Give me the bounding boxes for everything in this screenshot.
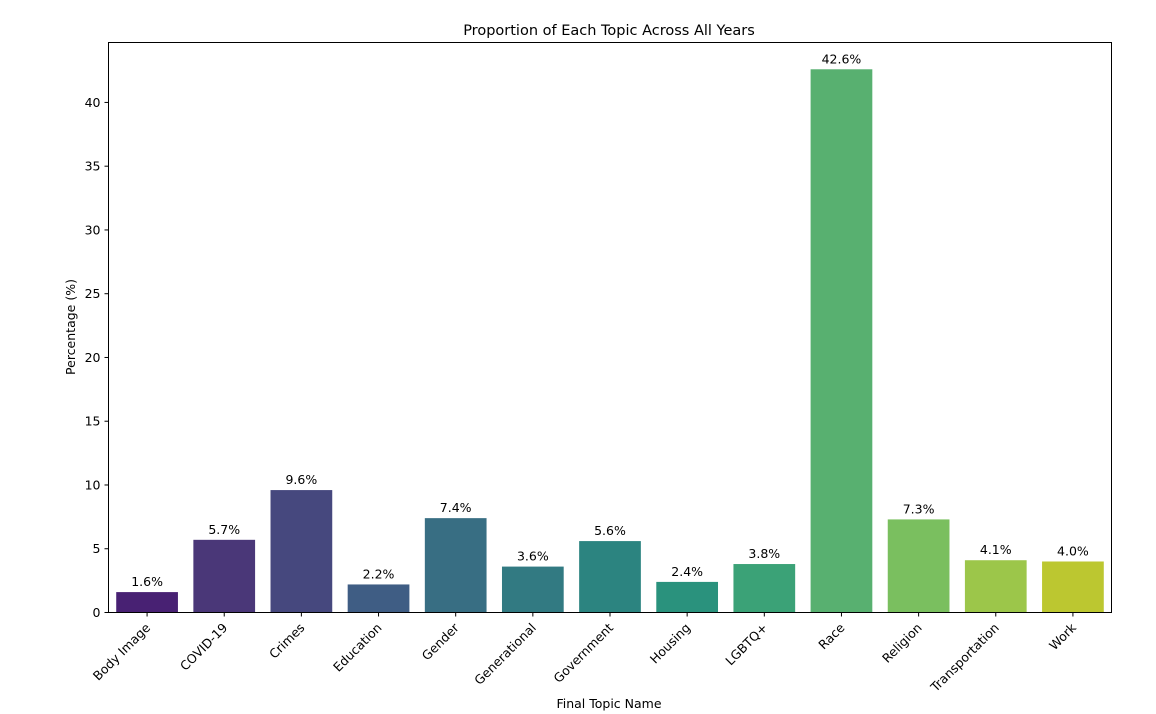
bar-value-label: 3.6%: [517, 549, 549, 564]
x-tick-label: Government: [550, 620, 616, 686]
y-tick-label: 35: [85, 159, 101, 174]
x-axis-label: Final Topic Name: [556, 696, 661, 711]
bar-body-image: [116, 592, 178, 613]
bar-crimes: [270, 490, 333, 613]
plot-frame: [108, 42, 1112, 613]
y-tick-label: 15: [85, 414, 101, 429]
y-tick-label: 30: [85, 222, 101, 237]
x-tick-label: Transportation: [927, 620, 1002, 695]
x-tick-label: COVID-19: [177, 620, 231, 674]
bar-value-label: 2.4%: [671, 564, 703, 579]
y-tick-label: 25: [85, 286, 101, 301]
bar-lgbtq: [733, 564, 796, 613]
y-axis-label: Percentage (%): [63, 279, 78, 375]
chart-title: Proportion of Each Topic Across All Year…: [463, 23, 755, 39]
bar-value-label: 3.8%: [748, 546, 780, 561]
y-tick-label: 5: [93, 541, 101, 556]
bar-covid-19: [193, 539, 256, 613]
x-tick-label: Race: [815, 620, 847, 652]
x-tick-label: Body Image: [90, 620, 154, 684]
bar-value-label: 42.6%: [822, 51, 862, 66]
bar-labels-group: 1.6% 5.7% 9.6% 2.2% 7.4% 3.6% 5.6% 2.4% 3.8% 42.6…: [131, 51, 1089, 589]
y-tick-label: 0: [93, 605, 101, 620]
bar-gender: [424, 518, 487, 613]
x-tick-label: Housing: [647, 620, 694, 667]
bar-generational: [501, 566, 564, 613]
bar-education: [347, 584, 410, 613]
bar-value-label: 5.7%: [208, 522, 240, 537]
bar-value-label: 5.6%: [594, 523, 626, 538]
bar-value-label: 4.0%: [1057, 543, 1089, 558]
bar-race: [810, 69, 873, 613]
x-tick-label: LGBTQ+: [722, 620, 770, 668]
bar-value-label: 7.4%: [440, 500, 472, 515]
bar-religion: [887, 519, 950, 613]
bar-work: [1042, 561, 1104, 613]
bar-housing: [656, 581, 719, 613]
bar-government: [579, 541, 641, 613]
bar-transportation: [964, 560, 1027, 613]
y-axis-ticks: 0 5 10 15 20 25 30 35 40: [85, 95, 109, 620]
y-tick-label: 20: [85, 350, 101, 365]
x-tick-label: Education: [330, 620, 385, 675]
bar-value-label: 9.6%: [285, 472, 317, 487]
bar-value-label: 1.6%: [131, 574, 163, 589]
x-tick-label: Work: [1046, 619, 1080, 653]
x-tick-label: Crimes: [266, 620, 308, 662]
bars-group: [116, 69, 1104, 613]
bar-value-label: 4.1%: [980, 542, 1012, 557]
x-tick-label: Gender: [419, 619, 463, 663]
y-tick-label: 40: [85, 95, 101, 110]
bar-value-label: 2.2%: [363, 566, 395, 581]
bar-value-label: 7.3%: [903, 501, 935, 516]
x-axis-ticks: Body Image COVID-19 Crimes Education Gender G…: [90, 612, 1080, 695]
x-tick-label: Religion: [879, 620, 925, 666]
x-tick-label: Generational: [471, 620, 539, 688]
y-tick-label: 10: [85, 477, 101, 492]
